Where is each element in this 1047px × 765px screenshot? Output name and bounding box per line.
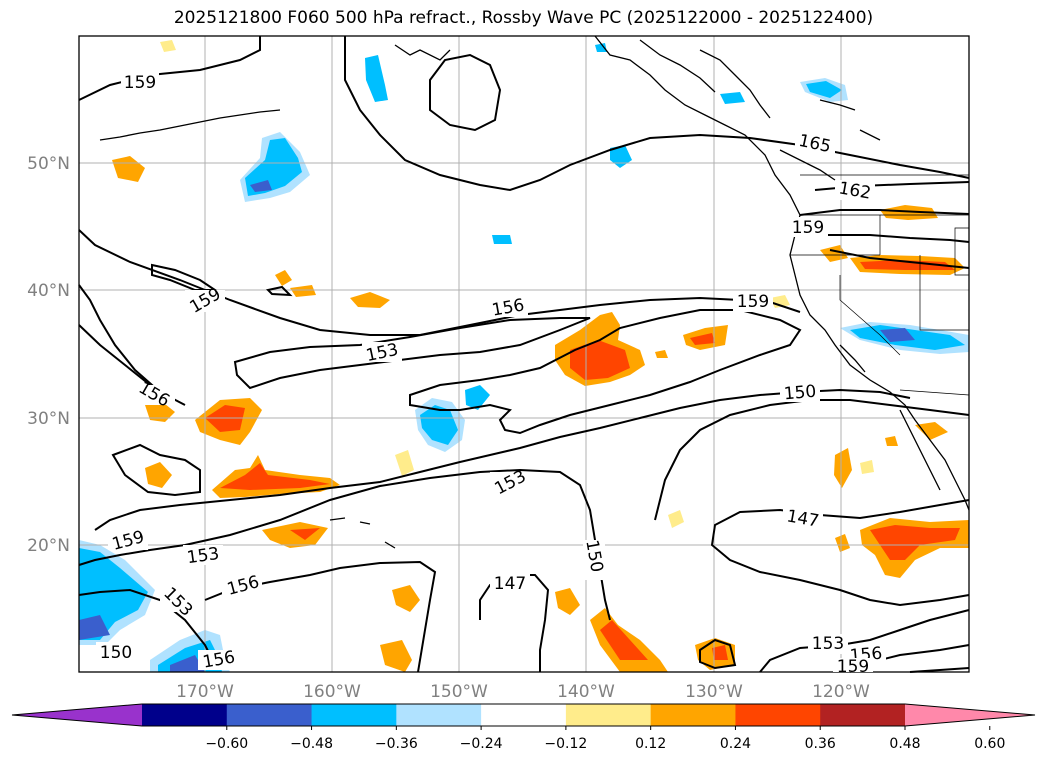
contour-label: 159 xyxy=(737,292,769,312)
lon-label: 150°W xyxy=(430,682,488,702)
lon-label: 140°W xyxy=(557,682,615,702)
contour-label-group: 159 159 156 153 156 159 153 156 153 150 … xyxy=(96,72,886,677)
map-gridlines xyxy=(79,36,969,672)
colorbar-tick-label: 0.12 xyxy=(635,736,666,752)
lat-label: 50°N xyxy=(27,154,70,174)
colorbar-segment xyxy=(481,704,567,726)
political-borders xyxy=(790,174,970,396)
lon-label: 120°W xyxy=(812,682,870,702)
contour-label: 159 xyxy=(792,218,824,238)
colorbar-segment xyxy=(565,704,652,726)
colorbar-segment xyxy=(226,704,313,726)
lat-label: 30°N xyxy=(27,409,70,429)
colorbar-extend-low xyxy=(12,704,142,726)
contour-label: 150 xyxy=(100,643,132,663)
colorbar-segment xyxy=(142,704,228,726)
positive-anomaly-shading xyxy=(112,40,969,672)
colorbar-tick-label: −0.12 xyxy=(544,736,587,752)
contour-label: 159 xyxy=(124,73,156,93)
contour-label: 150 xyxy=(783,382,817,405)
colorbar-tick-label: 0.48 xyxy=(889,736,920,752)
colorbar-tick-label: 0.24 xyxy=(720,736,751,752)
contour-lines xyxy=(78,36,970,673)
lat-label: 40°N xyxy=(27,281,70,301)
colorbar-tick-label: −0.24 xyxy=(460,736,503,752)
colorbar-segment xyxy=(735,704,821,726)
colorbar-tick-label: 0.36 xyxy=(805,736,836,752)
lon-label: 160°W xyxy=(303,682,361,702)
longitude-labels: 170°W 160°W 150°W 140°W 130°W 120°W xyxy=(176,682,870,702)
colorbar-tick-label: 0.60 xyxy=(974,736,1005,752)
colorbar-tick-label: −0.36 xyxy=(375,736,418,752)
lon-label: 130°W xyxy=(685,682,743,702)
colorbar-segment xyxy=(311,704,397,726)
contour-label: 153 xyxy=(812,634,844,654)
colorbar-segment xyxy=(650,704,736,726)
lat-label: 20°N xyxy=(27,536,70,556)
lon-label: 170°W xyxy=(176,682,234,702)
colorbar-segment xyxy=(396,704,482,726)
map-title: 2025121800 F060 500 hPa refract., Rossby… xyxy=(173,8,874,28)
colorbar: −0.60 −0.48 −0.36 −0.24 −0.12 0.12 0.24 0.36 0.4… xyxy=(11,703,1036,752)
negative-anomaly-shading xyxy=(79,43,969,672)
contour-label: 159 xyxy=(837,657,869,677)
contour-label: 153 xyxy=(186,544,221,568)
colorbar-extend-high xyxy=(905,704,1035,726)
colorbar-outline xyxy=(11,703,1036,727)
latitude-labels: 50°N 40°N 30°N 20°N xyxy=(27,154,70,556)
colorbar-segment xyxy=(820,704,906,726)
contour-label: 147 xyxy=(494,574,526,594)
colorbar-tick-label: −0.60 xyxy=(205,736,248,752)
colorbar-tick-label: −0.48 xyxy=(290,736,333,752)
